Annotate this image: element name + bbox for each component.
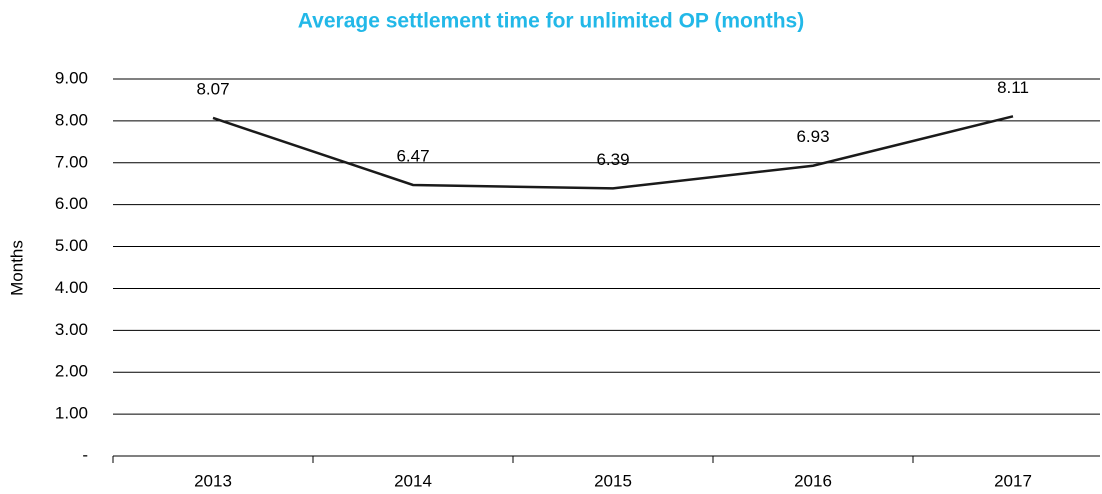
y-tick-label: 9.00	[55, 68, 88, 87]
y-tick-label: 6.00	[55, 194, 88, 213]
data-label: 8.07	[196, 79, 229, 98]
line	[212, 115, 1014, 190]
y-tick-label: 4.00	[55, 278, 88, 297]
y-tick-label: 3.00	[55, 320, 88, 339]
y-axis-title: Months	[7, 240, 26, 296]
x-tick-label: 2017	[994, 471, 1032, 490]
data-label: 6.47	[396, 146, 429, 165]
x-tick-label: 2016	[794, 471, 832, 490]
y-tick-label: 5.00	[55, 236, 88, 255]
data-label: 6.93	[796, 127, 829, 146]
y-tick-label: 2.00	[55, 362, 88, 381]
data-label: 6.39	[596, 150, 629, 169]
chart-title: Average settlement time for unlimited OP…	[298, 10, 804, 33]
x-tick-label: 2013	[194, 471, 232, 490]
y-tick-label: 1.00	[55, 404, 88, 423]
y-tick-label: 8.00	[55, 110, 88, 129]
x-tick-label: 2015	[594, 471, 632, 490]
y-tick-label: -	[82, 445, 88, 464]
data-label: 8.11	[997, 78, 1029, 97]
y-tick-label: 7.00	[55, 152, 88, 171]
x-tick-label: 2014	[394, 471, 432, 490]
